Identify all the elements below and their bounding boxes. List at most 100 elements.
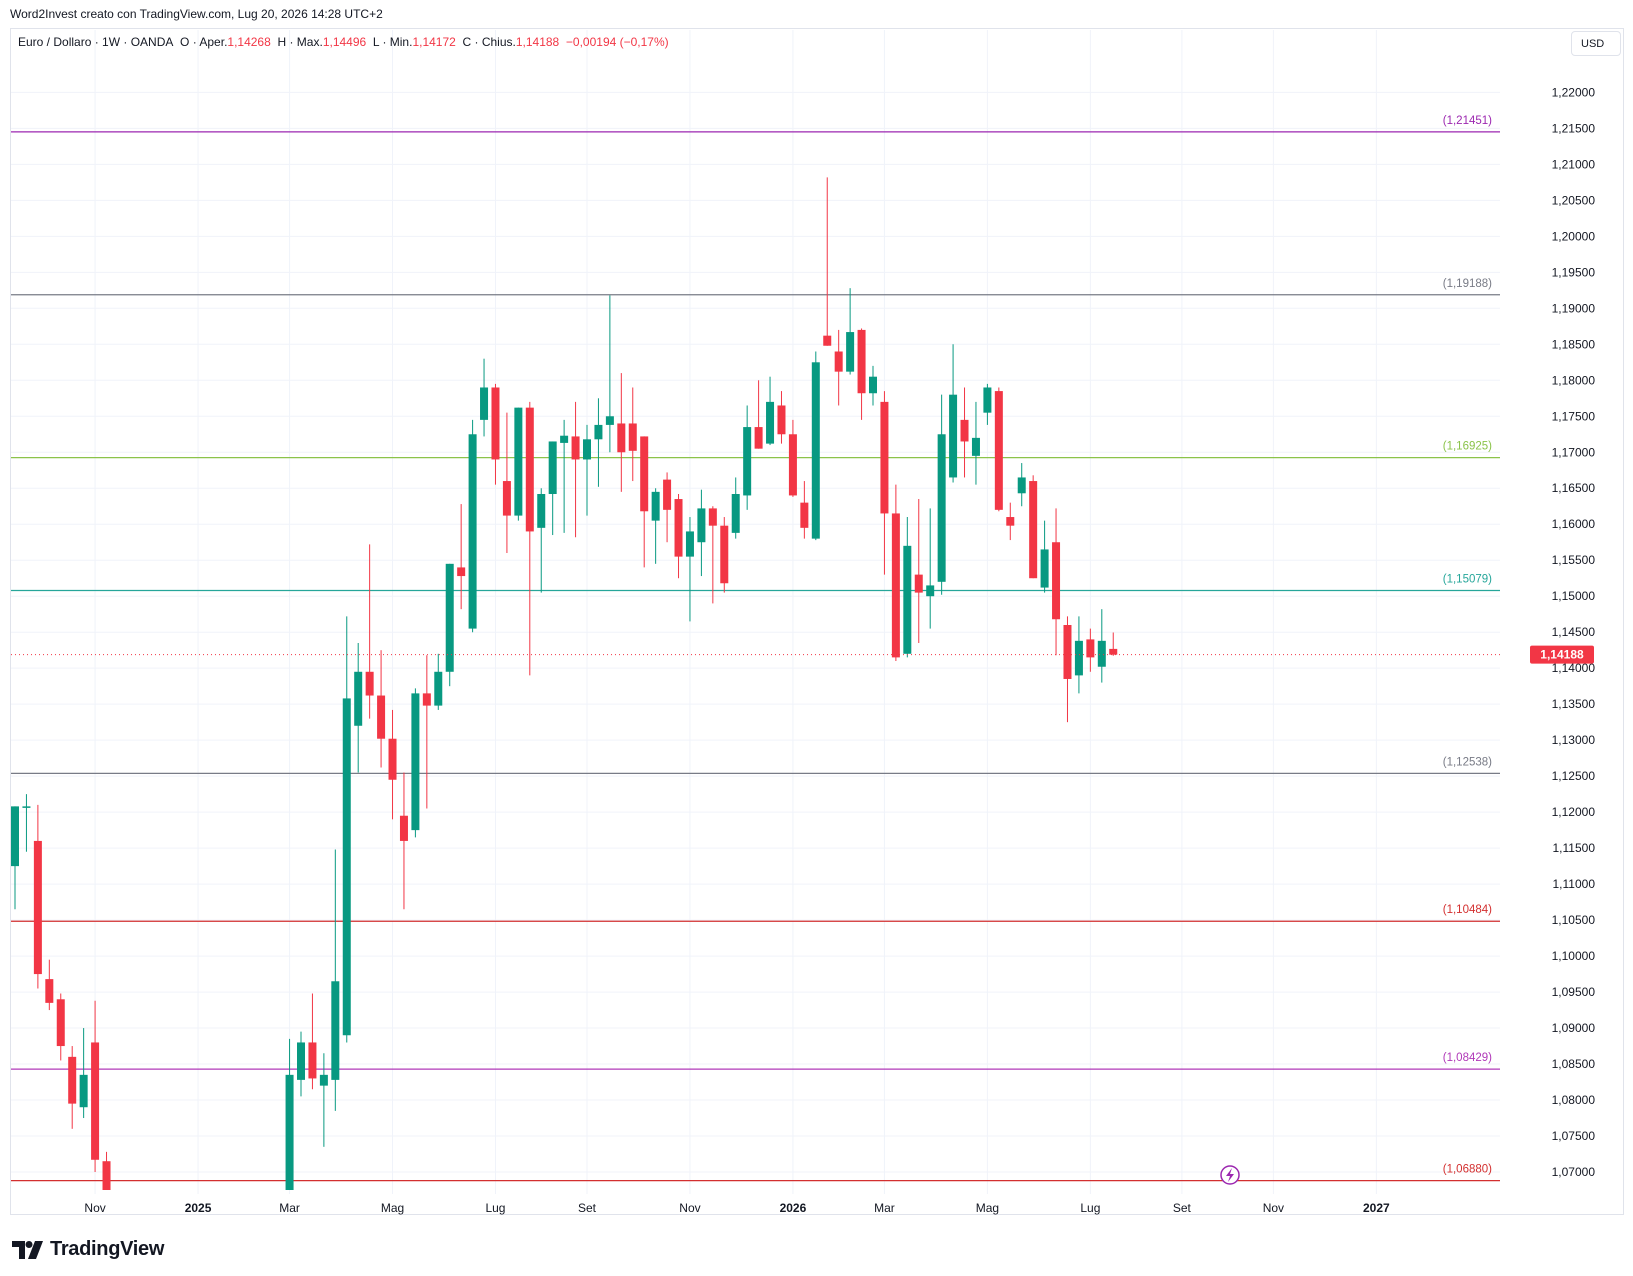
- candle-body[interactable]: [1017, 477, 1026, 494]
- candle-body[interactable]: [708, 508, 717, 526]
- candle-body[interactable]: [811, 362, 820, 539]
- candle-body[interactable]: [937, 434, 946, 582]
- price-tick-label: 1,11000: [1553, 877, 1596, 891]
- candle-body[interactable]: [33, 840, 42, 975]
- price-tick-label: 1,18000: [1552, 373, 1596, 387]
- candle-body[interactable]: [903, 545, 912, 654]
- candle-body[interactable]: [457, 567, 466, 577]
- candle-body[interactable]: [583, 439, 591, 460]
- candle-body[interactable]: [663, 479, 672, 510]
- candle-body[interactable]: [674, 499, 683, 557]
- candle-body[interactable]: [960, 419, 969, 442]
- candle-body[interactable]: [365, 671, 374, 696]
- brand-name: TradingView: [50, 1238, 165, 1260]
- price-axis[interactable]: 1,22000 1,21500 1,21000 1,20500 1,20000 1,195…: [1552, 85, 1596, 1179]
- price-tick-label: 1,19000: [1552, 301, 1596, 315]
- brand[interactable]: TradingView: [12, 1238, 164, 1261]
- candle-body[interactable]: [949, 394, 958, 478]
- candle-body[interactable]: [571, 436, 580, 460]
- candle-body[interactable]: [1097, 640, 1106, 667]
- candle-body[interactable]: [45, 979, 54, 1003]
- candle-body[interactable]: [319, 1074, 328, 1086]
- candle-body[interactable]: [79, 1074, 88, 1108]
- candle-body[interactable]: [1063, 625, 1072, 679]
- candle-body[interactable]: [1029, 481, 1038, 579]
- candle-body[interactable]: [971, 437, 980, 456]
- candle-body[interactable]: [445, 563, 454, 672]
- candle-body[interactable]: [926, 585, 935, 597]
- candle-body[interactable]: [685, 531, 694, 557]
- chart-frame[interactable]: [10, 28, 1624, 1215]
- candle-body[interactable]: [388, 738, 397, 780]
- candle-body[interactable]: [514, 407, 523, 516]
- candle-body[interactable]: [754, 427, 763, 449]
- candle-body[interactable]: [1074, 640, 1083, 676]
- candle-body[interactable]: [983, 387, 992, 413]
- candle-body[interactable]: [68, 1056, 77, 1104]
- candle-body[interactable]: [777, 405, 786, 435]
- candle-body[interactable]: [857, 329, 866, 394]
- candle-body[interactable]: [331, 981, 340, 1080]
- candle-body[interactable]: [617, 423, 626, 453]
- candle-body[interactable]: [308, 1042, 317, 1079]
- candle-body[interactable]: [1109, 648, 1118, 655]
- candle-body[interactable]: [914, 574, 923, 593]
- candle-body[interactable]: [560, 435, 569, 443]
- candle-body[interactable]: [743, 427, 752, 496]
- candle-body[interactable]: [422, 693, 431, 706]
- last-price-label: 1,14188: [1540, 648, 1584, 662]
- candle-body[interactable]: [297, 1042, 305, 1080]
- candle-body[interactable]: [468, 434, 477, 629]
- candle-body[interactable]: [880, 401, 889, 514]
- candles[interactable]: [11, 177, 1118, 1190]
- candle-body[interactable]: [994, 391, 1003, 510]
- candle-body[interactable]: [628, 423, 637, 451]
- candle-body[interactable]: [834, 351, 843, 372]
- level-label: (1,06880): [1443, 1164, 1492, 1176]
- candle-body[interactable]: [354, 671, 363, 726]
- candle-body[interactable]: [480, 387, 489, 420]
- candle-body[interactable]: [605, 416, 614, 425]
- candle-body[interactable]: [869, 376, 877, 394]
- candle-body[interactable]: [502, 481, 511, 516]
- candle-body[interactable]: [1006, 517, 1015, 526]
- candle-body[interactable]: [731, 494, 740, 533]
- candle-body[interactable]: [91, 1042, 100, 1160]
- lightning-event-icon[interactable]: [1220, 1165, 1240, 1185]
- candle-body[interactable]: [1040, 549, 1049, 588]
- candle-body[interactable]: [891, 513, 900, 658]
- candle-body[interactable]: [651, 491, 660, 521]
- candle-body[interactable]: [594, 424, 603, 440]
- candle-body[interactable]: [491, 387, 500, 460]
- candle-body[interactable]: [102, 1161, 111, 1190]
- price-tick-label: 1,09500: [1552, 985, 1596, 999]
- candle-body[interactable]: [56, 999, 65, 1047]
- candle-body[interactable]: [11, 806, 19, 867]
- candle-body[interactable]: [342, 698, 351, 1036]
- candle-body[interactable]: [411, 693, 420, 831]
- candle-body[interactable]: [800, 502, 809, 528]
- candle-body[interactable]: [377, 695, 386, 739]
- candle-body[interactable]: [1086, 639, 1095, 658]
- candle-body[interactable]: [525, 407, 534, 532]
- candle-body[interactable]: [537, 494, 546, 528]
- candle-body[interactable]: [846, 332, 855, 372]
- time-tick-label: Nov: [84, 1201, 105, 1215]
- time-axis[interactable]: Nov 2025 Mar Mag Lug Set Nov 2026 Mar Mag Lug Set No…: [84, 1201, 1390, 1215]
- time-tick-label: 2027: [1363, 1201, 1390, 1215]
- candle-body[interactable]: [1052, 542, 1061, 620]
- candle-body[interactable]: [766, 401, 775, 444]
- level-label: (1,16925): [1443, 441, 1492, 453]
- candle-body[interactable]: [399, 815, 408, 841]
- candle-body[interactable]: [788, 434, 797, 496]
- candle-body[interactable]: [640, 436, 649, 512]
- candle-body[interactable]: [285, 1074, 294, 1190]
- candle-body[interactable]: [548, 441, 557, 495]
- candle-body[interactable]: [823, 335, 832, 346]
- candle-body[interactable]: [720, 525, 729, 584]
- candle-body[interactable]: [434, 671, 443, 706]
- currency-button[interactable]: USD: [1571, 31, 1621, 56]
- candle-body[interactable]: [22, 806, 31, 808]
- candle-body[interactable]: [697, 508, 706, 543]
